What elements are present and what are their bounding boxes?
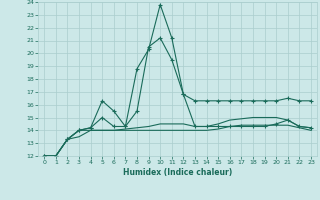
X-axis label: Humidex (Indice chaleur): Humidex (Indice chaleur): [123, 168, 232, 177]
